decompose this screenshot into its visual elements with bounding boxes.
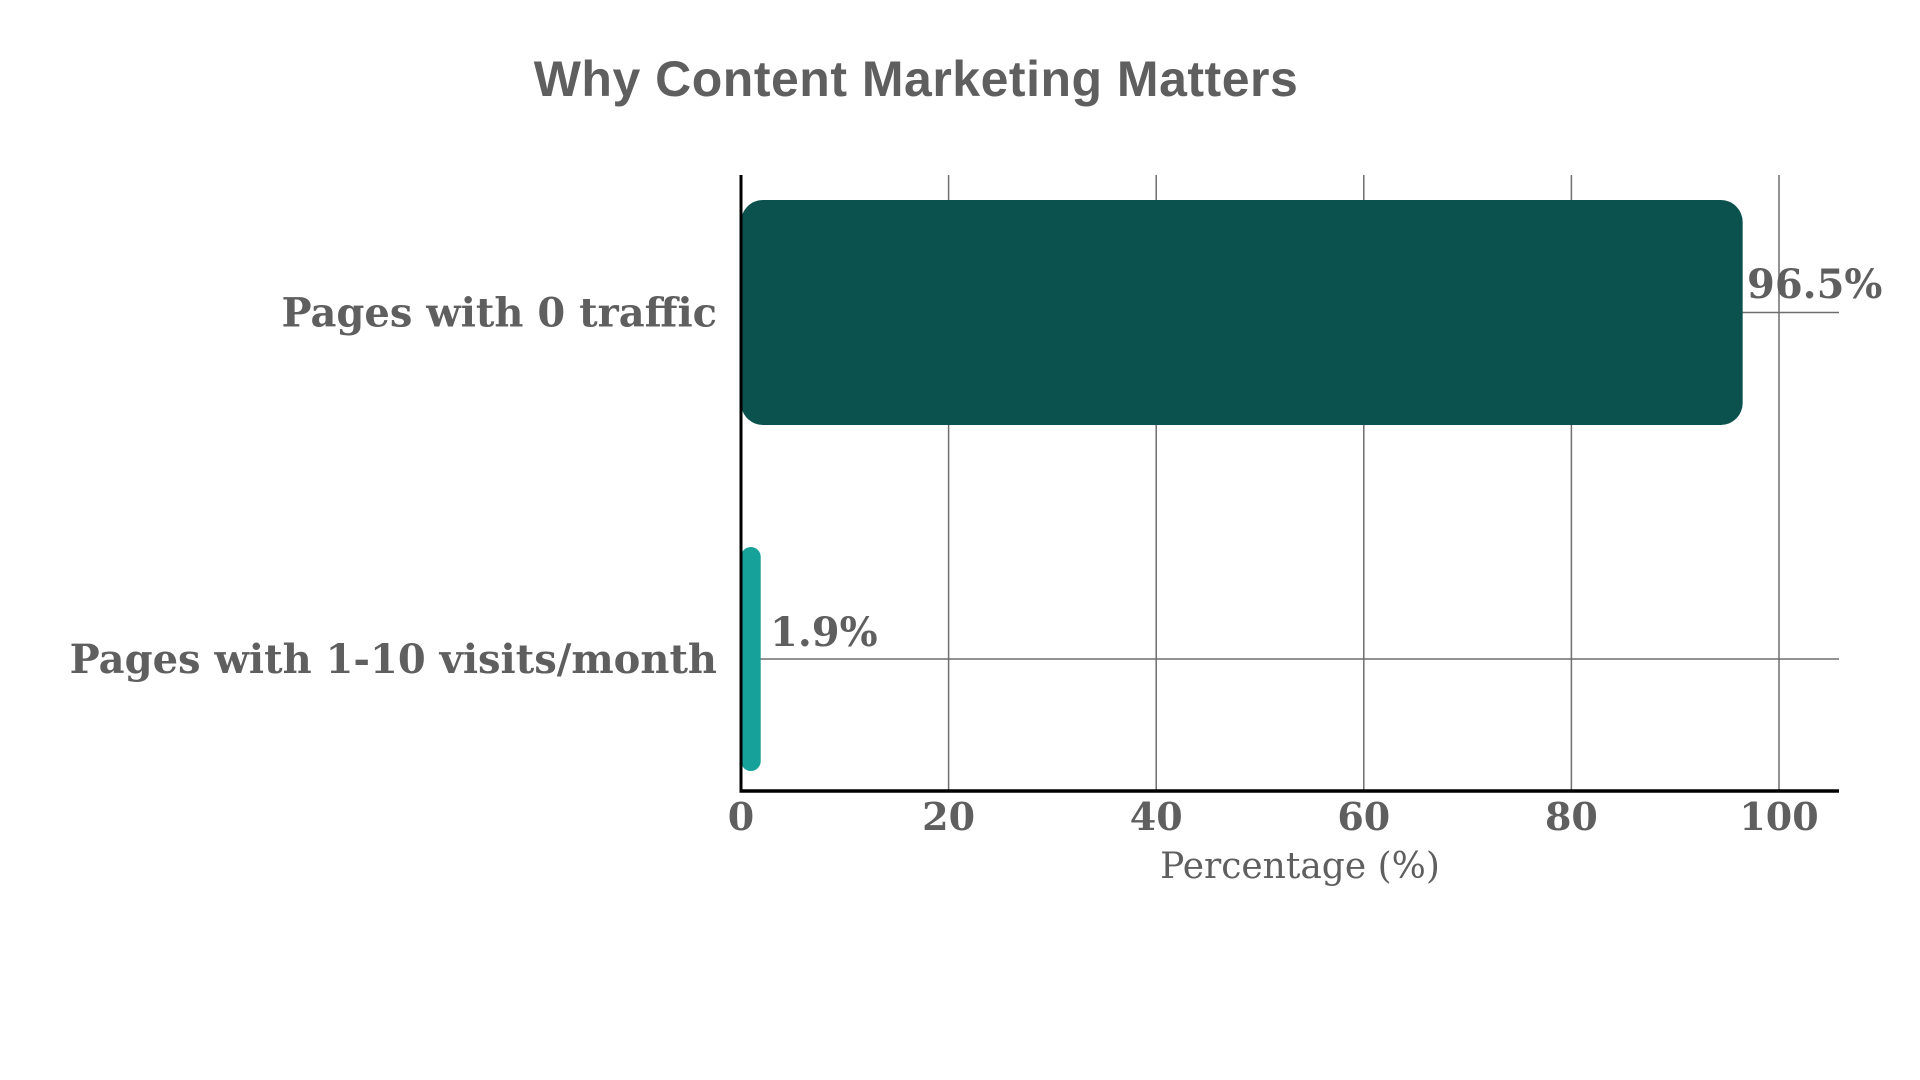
data-label: 1.9% (770, 609, 878, 656)
chart-title: Why Content Marketing Matters (533, 51, 1299, 107)
x-tick-label: 60 (1337, 794, 1390, 839)
axes (739, 175, 1839, 793)
x-axis-label: Percentage (%) (1160, 846, 1440, 887)
category-label: Pages with 1-10 visits/month (70, 636, 717, 683)
category-label: Pages with 0 traffic (281, 290, 717, 337)
data-label: 96.5% (1747, 261, 1882, 308)
bar (741, 200, 1743, 425)
x-tick-label: 20 (922, 794, 975, 839)
x-tick-label: 100 (1739, 794, 1818, 839)
x-tick-label: 80 (1545, 794, 1598, 839)
bars (741, 200, 1743, 771)
bar (741, 547, 761, 771)
labels: 0 20 40 60 80 100 Percentage (%) Pages with 0 t… (70, 261, 1883, 887)
x-tick-label: 40 (1130, 794, 1183, 839)
x-tick-label: 0 (728, 794, 754, 839)
